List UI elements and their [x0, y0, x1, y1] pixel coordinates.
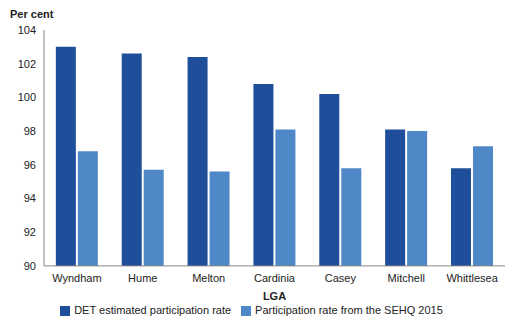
svg-text:98: 98	[24, 125, 36, 137]
svg-text:LGA: LGA	[263, 290, 286, 302]
svg-text:Cardinia: Cardinia	[254, 272, 296, 284]
svg-text:104: 104	[18, 24, 36, 36]
svg-text:Hume: Hume	[128, 272, 157, 284]
html-text:Per cent: Per cent	[10, 8, 54, 20]
svg-text:Mitchell: Mitchell	[388, 272, 425, 284]
svg-text:94: 94	[24, 192, 36, 204]
svg-text:102: 102	[18, 58, 36, 70]
svg-text:Melton: Melton	[192, 272, 225, 284]
svg-text:Wyndham: Wyndham	[52, 272, 101, 284]
svg-text:96: 96	[24, 159, 36, 171]
svg-text:100: 100	[18, 91, 36, 103]
svg-text:Whittlesea: Whittlesea	[446, 272, 498, 284]
svg-text:Casey: Casey	[325, 272, 357, 284]
svg-text:90: 90	[24, 260, 36, 272]
svg-text:92: 92	[24, 226, 36, 238]
html-text:DET estimated participation ra: DET estimated participation rate	[74, 303, 232, 316]
html-text:Participation rate from the SE: Participation rate from the SEHQ 2015	[255, 303, 443, 316]
